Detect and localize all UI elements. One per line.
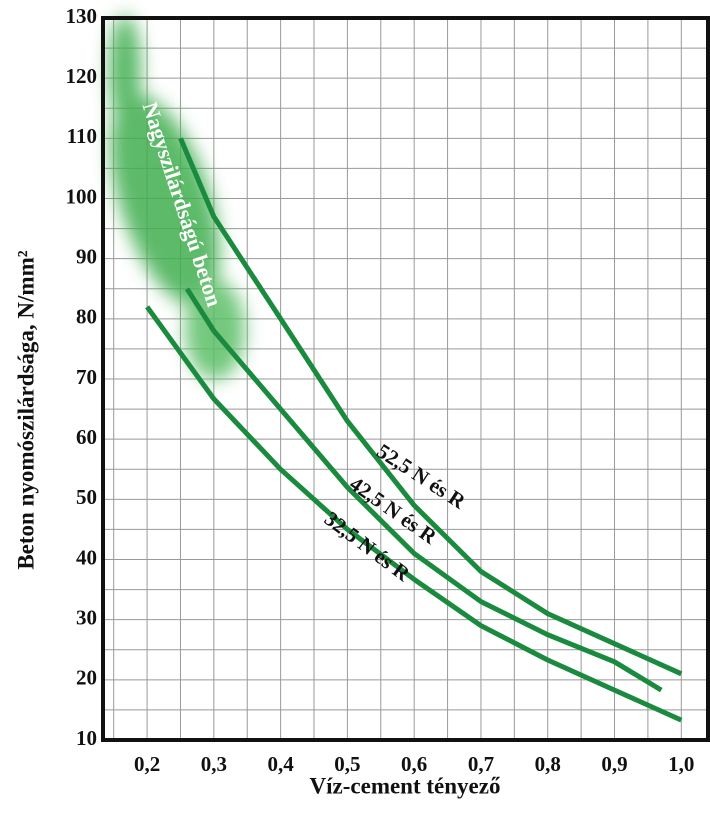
y-tick-label: 130 bbox=[66, 4, 98, 28]
x-tick-label: 0,6 bbox=[401, 752, 427, 776]
x-tick-label: 1,0 bbox=[668, 752, 694, 776]
y-tick-label: 50 bbox=[76, 485, 97, 509]
y-tick-label: 110 bbox=[67, 124, 97, 148]
y-tick-label: 10 bbox=[76, 726, 97, 750]
y-tick-label: 40 bbox=[76, 545, 97, 569]
x-tick-label: 0,9 bbox=[601, 752, 627, 776]
y-tick-label: 20 bbox=[76, 666, 97, 690]
x-tick-label: 0,3 bbox=[201, 752, 227, 776]
y-tick-label: 70 bbox=[76, 365, 97, 389]
x-tick-label: 0,7 bbox=[468, 752, 494, 776]
y-tick-label: 120 bbox=[66, 64, 98, 88]
y-tick-label: 90 bbox=[76, 244, 97, 268]
y-tick-label: 60 bbox=[76, 425, 97, 449]
x-tick-label: 0,8 bbox=[535, 752, 561, 776]
x-tick-label: 0,4 bbox=[268, 752, 295, 776]
y-tick-label: 30 bbox=[76, 605, 97, 629]
y-tick-label: 80 bbox=[76, 305, 97, 329]
y-tick-label: 100 bbox=[66, 184, 98, 208]
chart: Nagyszilárdságú beton Víz-cement tényező… bbox=[0, 0, 710, 813]
high-strength-zone bbox=[88, 15, 245, 380]
y-axis-label: Beton nyomószilárdsága, N/mm² bbox=[13, 250, 38, 569]
x-axis-label: Víz-cement tényező bbox=[310, 773, 501, 798]
x-tick-label: 0,2 bbox=[134, 752, 160, 776]
x-tick-label: 0,5 bbox=[334, 752, 360, 776]
grid bbox=[103, 18, 708, 740]
